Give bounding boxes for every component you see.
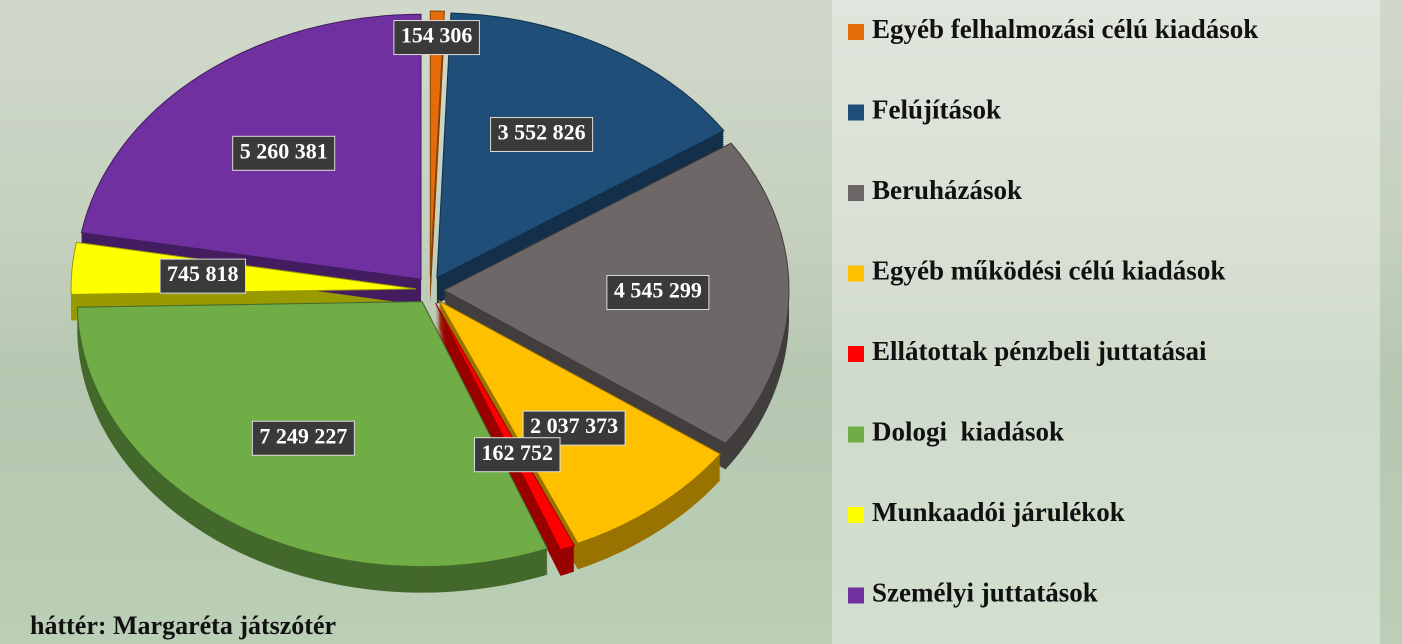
legend-label: Egyéb felhalmozási célú kiadások	[872, 14, 1258, 44]
data-label: 7 249 227	[259, 423, 347, 448]
legend-swatch	[848, 588, 864, 604]
legend-label: Munkaadói járulékok	[872, 497, 1125, 527]
legend-label: Felújítások	[872, 95, 1001, 125]
legend-label: Dologi kiadások	[872, 417, 1064, 447]
legend-label: Egyéb működési célú kiadások	[872, 256, 1225, 286]
legend-swatch	[848, 346, 864, 362]
data-label: 4 545 299	[614, 278, 702, 303]
data-label: 2 037 373	[530, 413, 618, 438]
legend-swatch	[848, 185, 864, 201]
chart: háttér: Margaréta játszótér 154 306 3 552…	[0, 0, 1402, 644]
data-label: 745 818	[167, 261, 239, 286]
legend-swatch	[848, 266, 864, 282]
caption: háttér: Margaréta játszótér	[30, 611, 336, 640]
legend-swatch	[848, 24, 864, 40]
data-label: 5 260 381	[240, 138, 328, 163]
page: háttér: Margaréta játszótér 154 306 3 552…	[0, 0, 1402, 644]
data-label: 3 552 826	[498, 120, 586, 145]
legend-swatch	[848, 105, 864, 121]
data-label: 154 306	[401, 23, 473, 48]
legend-label: Beruházások	[872, 175, 1022, 205]
legend-label: Személyi juttatások	[872, 578, 1098, 608]
legend-swatch	[848, 507, 864, 523]
data-label: 162 752	[482, 440, 554, 465]
legend-label: Ellátottak pénzbeli juttatásai	[872, 336, 1207, 366]
legend-swatch	[848, 427, 864, 443]
